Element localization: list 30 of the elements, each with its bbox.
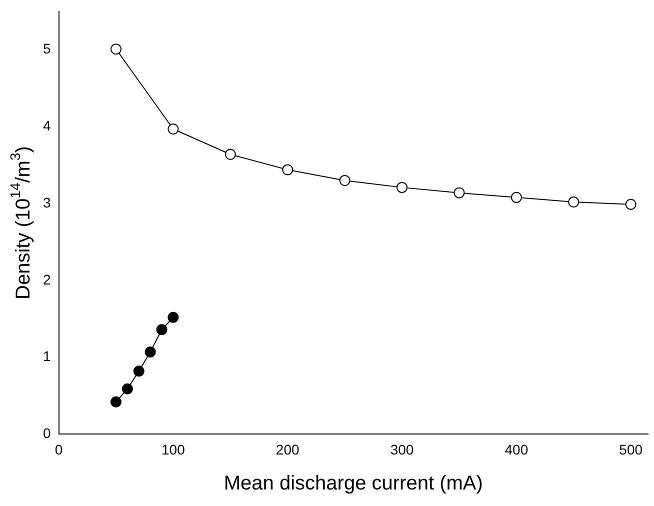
x-tick-label: 0: [54, 441, 63, 458]
point: [625, 198, 636, 210]
point: [168, 124, 179, 135]
point: [282, 164, 294, 176]
y-tick-label: 4: [42, 118, 51, 134]
x-tick-label: 100: [162, 441, 186, 458]
point: [168, 312, 179, 323]
y-tick-label: 1: [42, 348, 51, 364]
x-tick-label: 300: [390, 441, 414, 458]
point: [510, 192, 522, 203]
x-tick-label: 200: [276, 441, 300, 458]
y-axis-title: Density (1014/m3): [6, 146, 35, 300]
y-tick-label: 0: [42, 425, 51, 442]
point: [133, 366, 144, 377]
point: [110, 44, 122, 55]
y-tick-label: 5: [42, 40, 51, 57]
y-tick-label: 2: [42, 271, 51, 288]
point: [568, 196, 580, 208]
point: [122, 383, 133, 394]
y-tick-label: 3: [42, 194, 51, 210]
point: [454, 187, 465, 198]
point: [396, 182, 408, 193]
point: [144, 346, 156, 358]
point: [156, 324, 168, 336]
x-tick-label: 500: [619, 441, 643, 458]
point: [110, 396, 122, 408]
point: [224, 148, 236, 160]
point: [339, 175, 350, 186]
x-tick-label: 400: [504, 441, 528, 458]
x-axis-title: Mean discharge current (mA): [224, 472, 483, 495]
